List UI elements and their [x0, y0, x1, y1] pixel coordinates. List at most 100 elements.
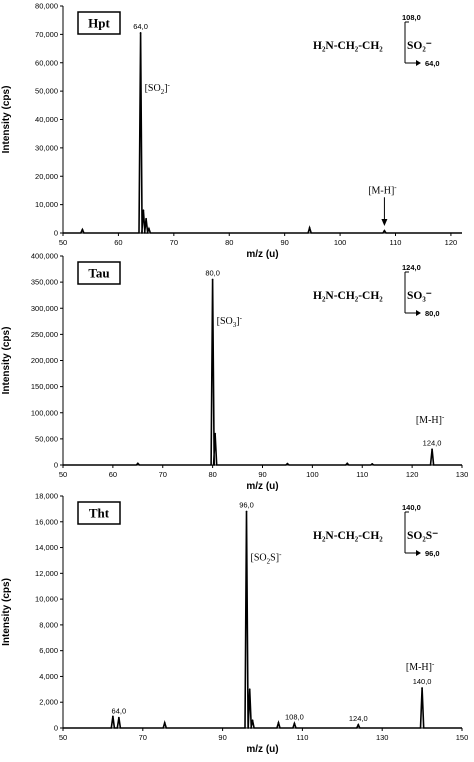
sample-label: Tau: [88, 266, 109, 281]
fragment-mass: 96,0: [425, 549, 440, 558]
y-tick-label: 10,000: [35, 200, 58, 209]
y-tick-label: 8,000: [39, 620, 58, 629]
x-tick-label: 60: [114, 238, 122, 247]
peak-point: [163, 721, 166, 724]
ion-annotation-part: -: [394, 183, 397, 191]
y-tick-label: 30,000: [35, 143, 58, 152]
y-tick-label: 300,000: [31, 304, 58, 313]
peak-label: 80,0: [205, 269, 220, 278]
y-tick-label: 100,000: [31, 408, 58, 417]
peak-point: [139, 32, 142, 34]
ion-annotation-part: [SO: [251, 552, 267, 563]
fragment-mass: 64,0: [425, 59, 440, 68]
x-tick-label: 50: [59, 238, 67, 247]
y-tick-label: 4,000: [39, 672, 58, 681]
x-tick-label: 90: [258, 470, 266, 479]
ion-annotation: [M-H]-: [416, 413, 445, 426]
x-axis-label: m/z (u): [246, 744, 278, 755]
x-axis-label: m/z (u): [246, 481, 278, 492]
ion-annotation-part: [SO: [217, 316, 233, 327]
sample-label: Hpt: [88, 16, 110, 31]
peak-point: [211, 278, 214, 281]
x-tick-label: 80: [225, 238, 233, 247]
x-tick-label: 110: [390, 238, 402, 247]
ion-annotation-part: [M-H]: [406, 662, 432, 673]
ion-annotation-part: [SO: [145, 83, 161, 94]
peak-point: [371, 463, 374, 465]
y-tick-label: 20,000: [35, 172, 58, 181]
structure-group: SO₂⁻: [407, 40, 432, 52]
x-tick-label: 90: [218, 733, 226, 742]
cleavage-arrow: [416, 310, 421, 316]
y-tick-label: 70,000: [35, 30, 58, 39]
x-tick-label: 110: [296, 733, 308, 742]
x-tick-label: 50: [59, 733, 67, 742]
peak-label: 108,0: [285, 712, 304, 721]
ion-annotation-part: [M-H]: [416, 415, 442, 426]
ion-annotation-part: 2: [267, 557, 271, 565]
ion-annotation-part: -: [279, 550, 282, 558]
peak-point: [357, 723, 360, 726]
y-tick-label: 80,000: [35, 2, 58, 11]
ion-annotation-part: 2: [161, 88, 165, 96]
peak-point: [383, 229, 386, 232]
y-tick-label: 14,000: [35, 543, 58, 552]
x-tick-label: 150: [456, 733, 469, 742]
panel-tht: 0 2,000 4,000 6,000 8,000 10,000 12,000 14,000 1…: [1, 492, 468, 756]
spectrum-line: [63, 32, 462, 234]
y-tick-label: 12,000: [35, 569, 58, 578]
structure-group: SO₃⁻: [407, 290, 432, 302]
peak-point: [145, 217, 148, 220]
spectrum-line: [63, 279, 462, 466]
peak-point: [214, 432, 217, 435]
x-tick-label: 70: [170, 238, 178, 247]
ion-annotation: [M-H]-: [368, 183, 397, 196]
x-tick-label: 130: [376, 733, 389, 742]
y-axis-label: Intensity (cps): [1, 578, 12, 646]
peak-point: [277, 721, 280, 724]
sample-label-box: [77, 261, 121, 285]
y-tick-label: 16,000: [35, 517, 58, 526]
peak-label: 124,0: [349, 714, 368, 723]
y-axis-label: Intensity (cps): [1, 86, 12, 154]
ion-annotation: [M-H]-: [406, 660, 435, 673]
parent-mass: 108,0: [402, 13, 421, 22]
x-tick-label: 70: [139, 733, 147, 742]
sample-label-box: [77, 501, 121, 525]
x-axis-label: m/z (u): [246, 249, 278, 260]
peak-point: [111, 715, 114, 718]
peak-point: [245, 510, 248, 513]
y-tick-label: 150,000: [31, 382, 58, 391]
peak-point: [136, 462, 139, 465]
fragment-mass: 80,0: [425, 309, 440, 318]
y-tick-label: 0: [54, 461, 58, 470]
y-tick-label: 50,000: [35, 87, 58, 96]
spectrum-line: [63, 511, 462, 729]
x-tick-label: 100: [306, 470, 319, 479]
y-tick-label: 350,000: [31, 278, 58, 287]
sample-label: Tht: [89, 506, 110, 521]
ion-annotation-part: -: [240, 314, 243, 322]
ion-annotation-part: S]: [270, 552, 279, 563]
y-tick-label: 400,000: [31, 252, 58, 261]
peak-point: [308, 226, 311, 229]
peak-label: 64,0: [112, 707, 127, 716]
x-tick-label: 90: [280, 238, 288, 247]
ion-annotation-part: -: [168, 81, 171, 89]
structure-group: SO₂S⁻: [407, 530, 438, 542]
peak-label: 96,0: [239, 500, 254, 509]
cleavage-arrow: [416, 60, 421, 66]
x-tick-label: 70: [159, 470, 167, 479]
peak-point: [293, 722, 296, 725]
y-tick-label: 200,000: [31, 356, 58, 365]
parent-mass: 124,0: [402, 263, 421, 272]
y-tick-label: 0: [54, 229, 58, 238]
panel-tau: 0 50,000 100,000 150,000 200,000 250,000 300,0…: [1, 252, 468, 493]
y-tick-label: 0: [54, 724, 58, 733]
ion-annotation-part: [M-H]: [368, 185, 394, 196]
x-tick-label: 60: [109, 470, 117, 479]
peak-label: 140,0: [413, 677, 432, 686]
peak-point: [117, 716, 120, 719]
peak-point: [421, 687, 423, 689]
